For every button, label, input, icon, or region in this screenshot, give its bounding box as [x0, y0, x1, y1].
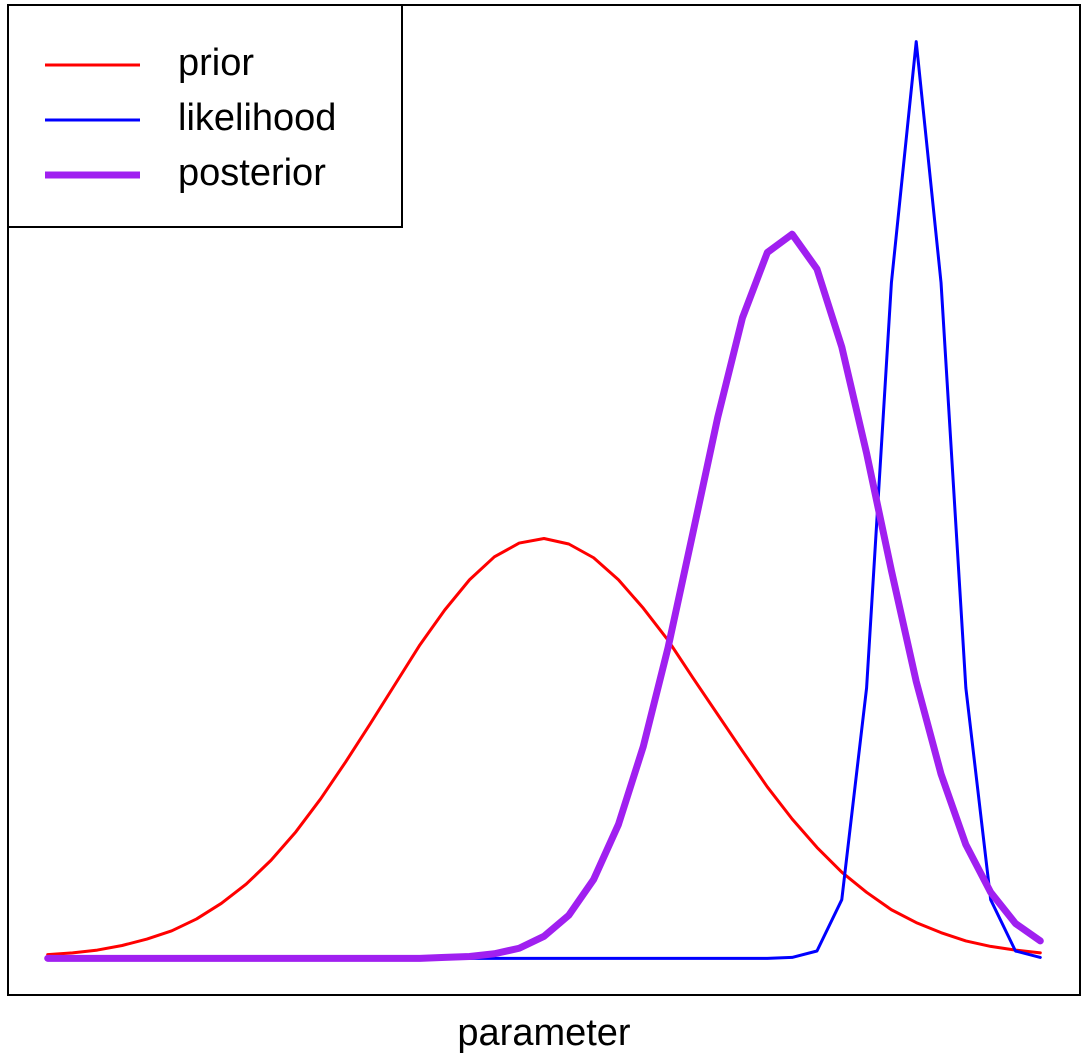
- legend-box: [7, 4, 403, 228]
- plot-frame: [7, 4, 1081, 996]
- legend-label: posterior: [178, 152, 326, 194]
- line-posterior: [44, 230, 1044, 962]
- legend-label: prior: [178, 42, 254, 84]
- legend-label: likelihood: [178, 97, 336, 139]
- x-axis-label: parameter: [457, 1012, 631, 1054]
- line-prior: [46, 537, 1042, 957]
